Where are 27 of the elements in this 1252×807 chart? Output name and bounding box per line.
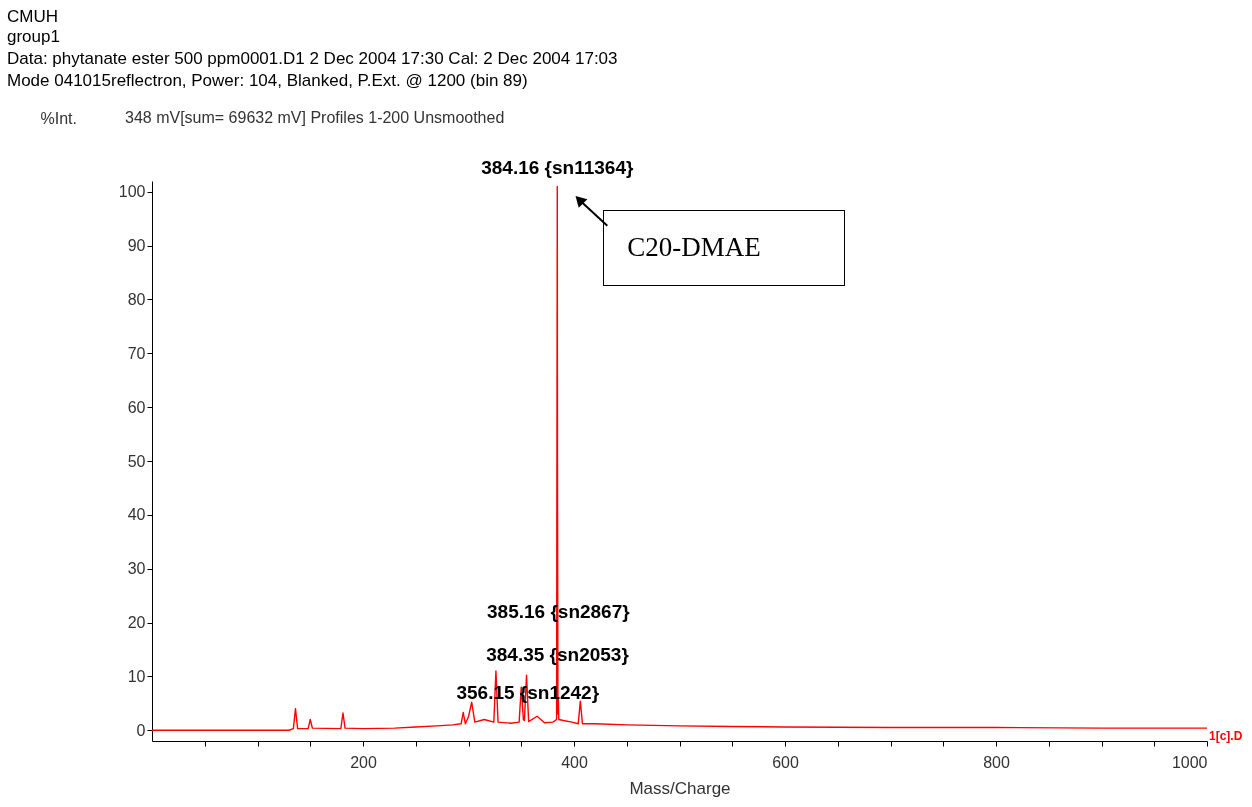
text: 1[c].D [1209,729,1243,743]
annotation: 384.16 {sn11364} [481,157,634,179]
y-axis-title: %Int. [40,109,77,127]
y-tick-label: 80 [127,290,146,308]
y-tick-label: 30 [127,560,146,578]
annotation: C20-DMAE [627,231,761,262]
y-tick-label: 90 [127,237,146,255]
chart-title: CMUH [7,7,58,26]
x-tick-label: 1000 [1171,753,1208,771]
text: Mode 041015reflectron, Power: 104, Blanked, P.Ext. @ 1200 (bin 89) [7,71,528,90]
text: 348 mV[sum= 69632 mV] Profiles 1-200 Unsmoothed [125,109,505,126]
x-tick-label: 200 [350,753,377,771]
y-tick-label: 50 [127,452,146,470]
text: Data: phytanate ester 500 ppm0001.D1 2 Dec 2004 17:30 Cal: 2 Dec 2004 17:03 [7,49,618,68]
y-tick-label: 40 [127,506,146,524]
x-tick-label: 600 [772,753,799,771]
y-tick-label: 60 [127,398,146,416]
line-series [152,185,1207,731]
chart-subtitle: group1 [7,27,60,46]
x-tick-label: 800 [983,753,1010,771]
y-tick-label: 20 [127,614,146,632]
x-axis-title: Mass/Charge [629,778,731,798]
y-tick-label: 0 [136,721,146,739]
x-tick-label: 400 [561,753,588,771]
y-tick-label: 10 [127,667,146,685]
y-tick-label: 100 [118,183,146,201]
y-tick-label: 70 [127,344,146,362]
